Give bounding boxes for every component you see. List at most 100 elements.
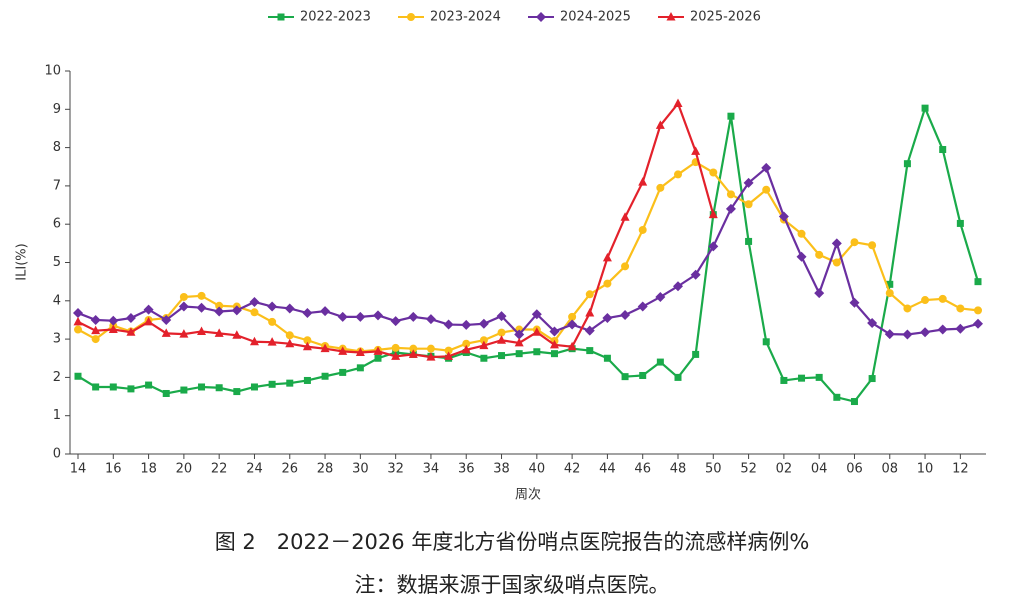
- data-point: [126, 327, 136, 336]
- data-point: [762, 338, 770, 346]
- y-tick-label: 9: [53, 102, 61, 117]
- data-point: [267, 301, 278, 312]
- data-point: [408, 349, 418, 358]
- x-tick-label: 10: [917, 462, 934, 477]
- data-point: [231, 305, 242, 316]
- x-tick-label: 52: [740, 462, 757, 477]
- data-point: [903, 160, 911, 168]
- data-point: [620, 309, 631, 320]
- data-point: [585, 290, 594, 299]
- data-point: [109, 383, 117, 391]
- data-point: [637, 301, 648, 312]
- data-point: [461, 319, 472, 330]
- data-point: [161, 314, 172, 325]
- data-point: [302, 308, 313, 319]
- data-point: [285, 338, 295, 348]
- data-point: [514, 329, 525, 340]
- data-point: [708, 241, 719, 252]
- data-point: [91, 325, 101, 335]
- data-point: [268, 380, 276, 388]
- data-point: [886, 280, 894, 288]
- data-point: [391, 343, 400, 352]
- data-point: [586, 347, 594, 355]
- data-point: [531, 309, 542, 320]
- data-point: [973, 318, 983, 329]
- y-tick-label: 10: [44, 64, 61, 79]
- data-point: [391, 351, 401, 360]
- data-point: [762, 185, 771, 194]
- x-tick-label: 46: [634, 462, 651, 477]
- data-point: [709, 168, 718, 177]
- data-point: [355, 347, 365, 357]
- data-point: [868, 241, 877, 250]
- data-point: [532, 327, 542, 336]
- data-point: [321, 372, 329, 380]
- data-point: [727, 112, 735, 120]
- legend-marker: [536, 12, 546, 22]
- data-point: [921, 104, 929, 112]
- data-point: [197, 326, 207, 335]
- data-point: [549, 326, 560, 337]
- data-point: [162, 389, 170, 397]
- data-point: [461, 344, 471, 354]
- data-point: [409, 344, 418, 353]
- note: 注：数据来源于国家级哨点医院。: [355, 573, 670, 597]
- data-point: [426, 352, 436, 361]
- data-point: [284, 303, 295, 314]
- x-tick-label: 44: [599, 462, 616, 477]
- data-point: [603, 354, 611, 362]
- x-tick-label: 06: [846, 462, 863, 477]
- data-point: [761, 162, 772, 173]
- data-point: [780, 376, 788, 384]
- y-tick-label: 4: [53, 293, 61, 308]
- data-point: [902, 329, 913, 340]
- data-point: [567, 341, 577, 351]
- data-point: [674, 170, 682, 179]
- data-point: [214, 328, 224, 337]
- data-point: [179, 329, 189, 338]
- data-point: [639, 371, 647, 379]
- data-point: [690, 269, 701, 280]
- data-point: [673, 98, 683, 108]
- data-point: [832, 258, 841, 267]
- data-point: [655, 120, 665, 129]
- data-point: [584, 325, 595, 336]
- x-tick-label: 40: [529, 462, 546, 477]
- data-point: [426, 344, 435, 353]
- data-point: [638, 225, 647, 234]
- data-point: [937, 324, 948, 335]
- x-tick-label: 20: [176, 462, 193, 477]
- data-point: [833, 393, 841, 401]
- series-line: [77, 166, 979, 337]
- data-point: [267, 337, 277, 346]
- data-point: [620, 212, 630, 221]
- data-point: [91, 335, 100, 344]
- data-point: [621, 373, 629, 381]
- data-point: [656, 358, 664, 366]
- data-point: [655, 291, 666, 302]
- data-point: [303, 376, 311, 384]
- y-tick-label: 1: [53, 408, 61, 423]
- data-point: [725, 203, 736, 214]
- data-point: [831, 238, 842, 249]
- data-point: [956, 219, 964, 227]
- data-point: [974, 278, 982, 286]
- data-point: [425, 314, 436, 325]
- data-point: [850, 398, 858, 406]
- data-point: [320, 306, 331, 317]
- data-point: [92, 383, 100, 391]
- x-tick-label: 12: [952, 462, 969, 477]
- data-point: [567, 319, 578, 330]
- data-point: [268, 317, 277, 326]
- x-tick-label: 02: [776, 462, 793, 477]
- data-point: [498, 352, 506, 360]
- data-point: [585, 308, 595, 317]
- data-point: [674, 373, 682, 381]
- y-tick-label: 3: [53, 332, 61, 347]
- data-point: [778, 211, 789, 222]
- data-point: [215, 384, 223, 392]
- y-tick-label: 8: [53, 140, 61, 155]
- data-point: [603, 279, 612, 288]
- x-tick-label: 38: [493, 462, 510, 477]
- data-point: [798, 374, 806, 382]
